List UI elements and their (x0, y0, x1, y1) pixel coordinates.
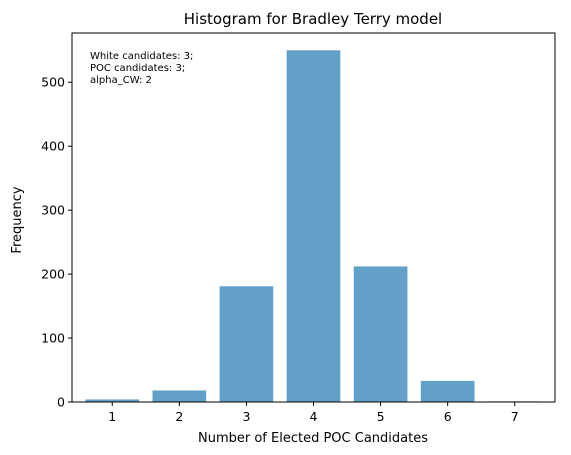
annotation-line-3: alpha_CW: 2 (90, 75, 152, 86)
x-tick-label: 1 (108, 409, 116, 424)
annotation-line-2: POC candidates: 3; (90, 63, 185, 74)
x-axis-ticks: 1 2 3 4 5 6 7 (108, 402, 519, 424)
y-tick-label: 100 (41, 331, 65, 346)
y-tick-label: 200 (41, 267, 65, 282)
bar-2 (152, 390, 207, 402)
bar-4 (286, 50, 341, 402)
annotation-line-1: White candidates: 3; (90, 51, 193, 62)
x-tick-label: 5 (377, 409, 385, 424)
bar-6 (420, 380, 475, 402)
y-tick-label: 300 (41, 203, 65, 218)
y-axis-label: Frequency (10, 186, 25, 253)
annotation-group: White candidates: 3; POC candidates: 3; … (90, 51, 193, 86)
y-tick-label: 400 (41, 139, 65, 154)
bars-group (85, 50, 542, 402)
y-tick-label: 0 (57, 395, 65, 410)
x-tick-label: 7 (511, 409, 519, 424)
chart-title: Histogram for Bradley Terry model (184, 10, 442, 28)
x-tick-label: 2 (175, 409, 183, 424)
x-tick-label: 4 (310, 409, 318, 424)
y-axis-ticks: 0 100 200 300 400 500 (41, 75, 72, 410)
x-tick-label: 6 (444, 409, 452, 424)
x-tick-label: 3 (242, 409, 250, 424)
x-axis-label: Number of Elected POC Candidates (198, 431, 428, 446)
y-tick-label: 500 (41, 75, 65, 90)
bar-5 (353, 266, 408, 402)
bar-1 (85, 399, 140, 402)
bar-3 (219, 286, 274, 402)
